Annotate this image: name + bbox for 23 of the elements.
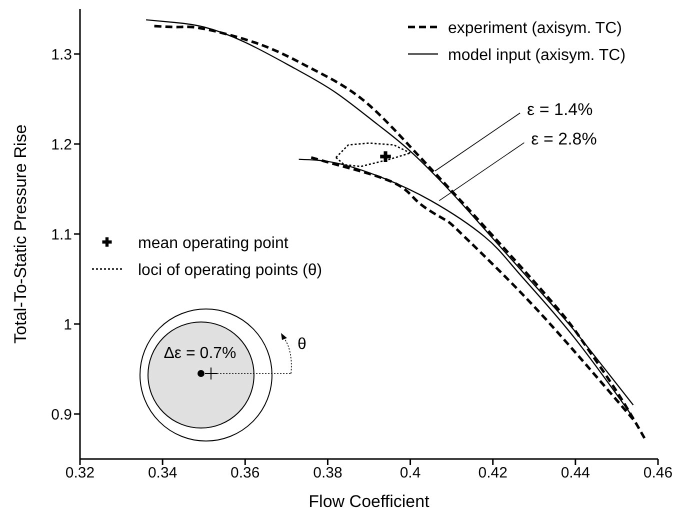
annotation: ε = 2.8% (531, 130, 597, 149)
x-tick-label: 0.32 (65, 464, 95, 482)
y-axis-title: Total-To-Static Pressure Rise (11, 124, 30, 344)
x-tick-label: 0.38 (313, 464, 342, 482)
x-tick-label: 0.4 (400, 464, 421, 482)
annotation: Δε = 0.7% (164, 345, 236, 362)
y-tick-label: 1.2 (51, 136, 72, 154)
y-tick-label: 0.9 (51, 406, 72, 424)
x-tick-label: 0.42 (478, 464, 508, 482)
y-tick-label: 1.1 (51, 226, 72, 244)
y-tick-label: 1 (64, 316, 72, 334)
x-tick-label: 0.44 (560, 464, 590, 482)
legend-label: loci of operating points (θ) (138, 262, 322, 279)
annotation: θ (298, 336, 307, 353)
x-tick-label: 0.34 (148, 464, 178, 482)
legend-label: experiment (axisym. TC) (448, 20, 622, 37)
x-axis-title: Flow Coefficient (308, 492, 430, 511)
x-tick-label: 0.36 (230, 464, 260, 482)
x-tick-label: 0.46 (643, 464, 673, 482)
y-tick-label: 1.3 (51, 46, 72, 64)
annotation: ε = 1.4% (527, 100, 593, 119)
legend-label: mean operating point (138, 235, 289, 252)
legend-label: model input (axisym. TC) (448, 47, 626, 64)
